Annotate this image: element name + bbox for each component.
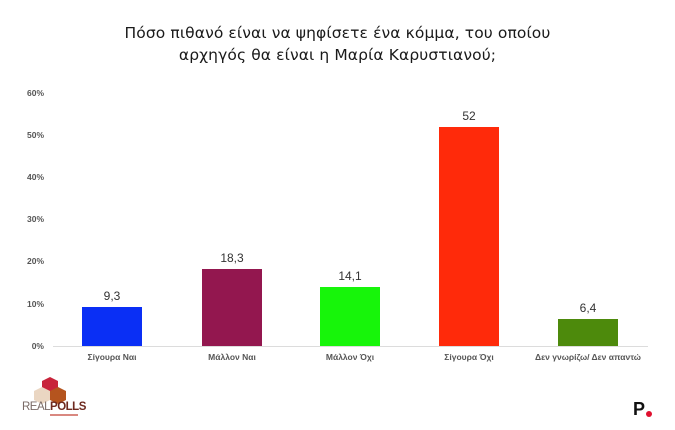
y-tick-30: 30% — [26, 214, 44, 224]
bar — [439, 127, 499, 346]
bar-value-label: 52 — [462, 109, 476, 123]
category-label: Σίγουρα Όχι — [444, 352, 494, 362]
y-tick-0: 0% — [31, 341, 44, 351]
publisher-logo-letter: P — [633, 399, 646, 419]
y-tick-60: 60% — [26, 88, 44, 98]
category-label: Δεν γνωρίζω/ Δεν απαντώ — [535, 352, 641, 362]
bar-value-label: 18,3 — [220, 251, 244, 265]
chart-title-line-1: Πόσο πιθανό είναι να ψηφίσετε ένα κόμμα,… — [124, 24, 551, 42]
y-tick-10: 10% — [26, 299, 44, 309]
bar — [320, 287, 380, 346]
category-label: Μάλλον Όχι — [325, 352, 375, 362]
bar — [82, 307, 142, 346]
bar-value-label: 6,4 — [579, 301, 597, 315]
realpolls-tagline — [50, 414, 78, 416]
x-axis-line — [53, 346, 648, 347]
y-tick-40: 40% — [26, 172, 44, 182]
chart-title-line-2: αρχηγός θα είναι η Μαρία Καρυστιανού; — [178, 46, 497, 64]
category-label: Σίγουρα Ναι — [87, 352, 137, 362]
y-tick-20: 20% — [26, 256, 44, 266]
realpolls-cubes-icon — [34, 377, 66, 404]
bar — [558, 319, 618, 346]
realpolls-wordmark: REALPOLLS — [22, 401, 86, 413]
category-label: Μάλλον Ναι — [208, 352, 256, 362]
bar-value-label: 9,3 — [103, 289, 121, 303]
bar — [202, 269, 262, 346]
bar-value-label: 14,1 — [338, 269, 362, 283]
publisher-logo-dot-icon — [646, 411, 652, 417]
chart-title: Πόσο πιθανό είναι να ψηφίσετε ένα κόμμα,… — [0, 22, 675, 66]
y-tick-50: 50% — [26, 130, 44, 140]
